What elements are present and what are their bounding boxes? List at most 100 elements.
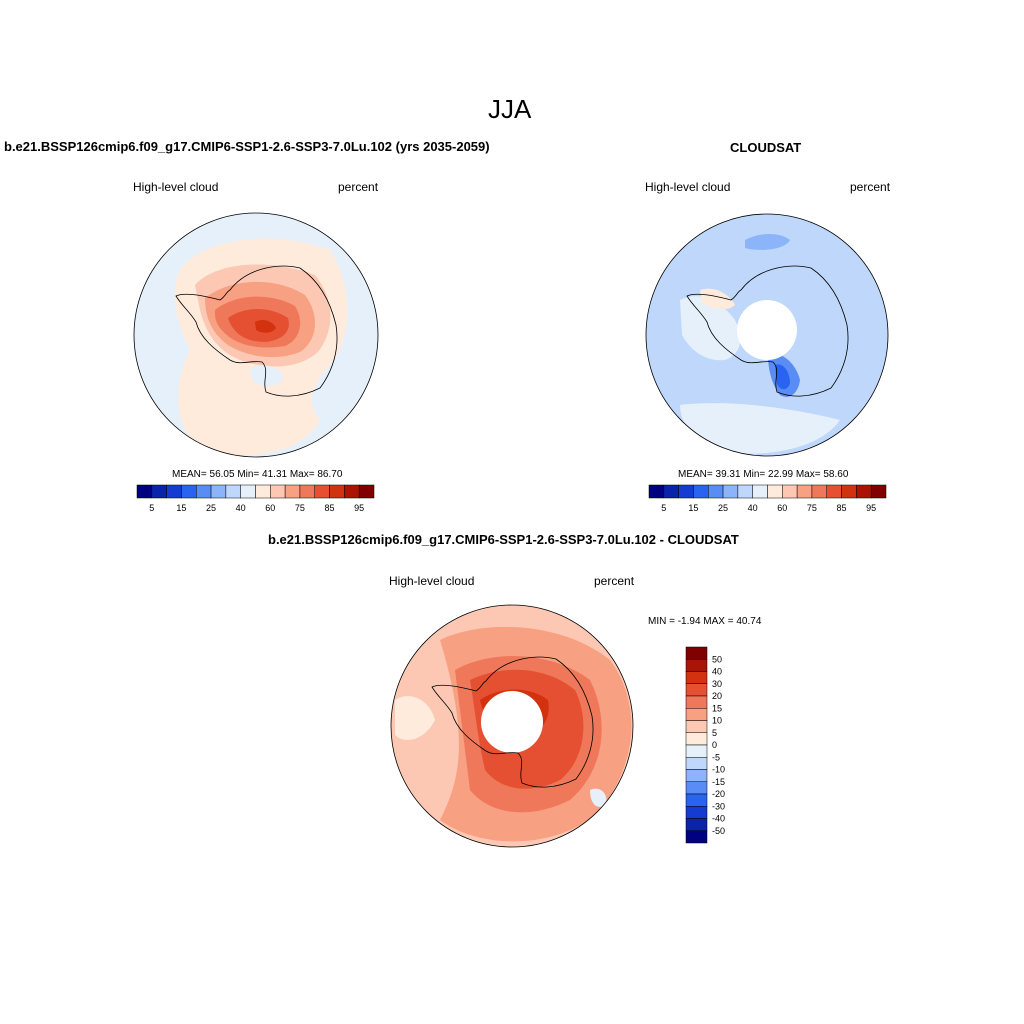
diff-colorbar-box xyxy=(685,744,708,758)
diff-units-label: percent xyxy=(594,574,635,588)
model-colorbar-box xyxy=(225,484,241,499)
obs-colorbar-box xyxy=(811,484,827,499)
obs-map xyxy=(645,213,889,457)
diff-colorbar-box xyxy=(685,818,708,831)
model-map xyxy=(133,212,379,458)
obs-colorbar-tick-label: 75 xyxy=(807,503,817,513)
model-colorbar-tick-label: 40 xyxy=(236,503,246,513)
obs-colorbar-box xyxy=(752,484,768,499)
diff-colorbar-tick-label: 15 xyxy=(712,703,722,713)
obs-colorbar-box xyxy=(693,484,709,499)
diff-colorbar-box xyxy=(685,708,708,721)
model-colorbar-box xyxy=(284,484,301,499)
obs-contour-20 xyxy=(775,364,790,390)
model-colorbar-tick-label: 95 xyxy=(354,503,364,513)
model-colorbar-box xyxy=(196,484,212,499)
obs-contour-50-south xyxy=(680,403,840,454)
obs-units-label: percent xyxy=(850,180,891,194)
diff-stats: MIN = -1.94 MAX = 40.74 xyxy=(648,616,762,627)
model-panel-title: b.e21.BSSP126cmip6.f09_g17.CMIP6-SSP1-2.… xyxy=(4,139,490,154)
model-antarctica-coastline xyxy=(175,265,338,397)
diff-colorbar-box xyxy=(685,830,708,844)
obs-colorbar-tick-label: 5 xyxy=(661,503,666,513)
obs-colorbar-box xyxy=(722,484,739,499)
obs-colorbar-tick-label: 25 xyxy=(718,503,728,513)
diff-colorbar-box xyxy=(685,683,708,697)
obs-colorbar-tick-label: 60 xyxy=(777,503,787,513)
diff-colorbar-box xyxy=(685,793,708,807)
diff-variable-label: High-level cloud xyxy=(389,574,475,588)
diff-colorbar-box xyxy=(685,757,708,770)
diff-colorbar-tick-label: -5 xyxy=(712,752,720,762)
diff-map xyxy=(390,604,634,848)
model-colorbar-box xyxy=(151,484,167,499)
model-colorbar-box xyxy=(136,484,153,499)
model-colorbar-tick-label: 5 xyxy=(149,503,154,513)
model-colorbar-box xyxy=(240,484,256,499)
model-colorbar-box xyxy=(255,484,271,499)
model-colorbar-box xyxy=(314,484,330,499)
obs-colorbar-box xyxy=(737,484,753,499)
diff-colorbar-tick-label: 5 xyxy=(712,728,717,738)
obs-variable-label: High-level cloud xyxy=(645,180,731,194)
diff-colorbar-tick-label: -20 xyxy=(712,789,725,799)
diff-colorbar-box xyxy=(685,695,708,709)
diff-colorbar-tick-label: -50 xyxy=(712,826,725,836)
page-title: JJA xyxy=(488,94,532,124)
diff-colorbar-tick-label: 0 xyxy=(712,740,717,750)
diff-colorbar-tick-label: 20 xyxy=(712,691,722,701)
obs-colorbar-box xyxy=(870,484,887,499)
diff-missing-pole xyxy=(481,691,543,753)
diff-colorbar-tick-label: 50 xyxy=(712,654,722,664)
diff-colorbar-box xyxy=(685,720,708,733)
diff-contour-5-west xyxy=(395,696,435,740)
model-colorbar-tick-label: 25 xyxy=(206,503,216,513)
obs-colorbar-tick-label: 95 xyxy=(866,503,876,513)
diff-colorbar-box xyxy=(685,806,708,819)
obs-colorbar-box xyxy=(841,484,857,499)
diff-contour-0-east xyxy=(590,788,607,807)
obs-colorbar-box xyxy=(648,484,665,499)
diff-colorbar-tick-label: -10 xyxy=(712,765,725,775)
model-colorbar-box xyxy=(181,484,197,499)
obs-missing-pole xyxy=(737,300,797,360)
obs-panel-title: CLOUDSAT xyxy=(730,140,802,155)
obs-colorbar-box xyxy=(826,484,842,499)
obs-map-border xyxy=(645,213,889,457)
obs-contour-60 xyxy=(700,288,735,310)
model-colorbar-tick-label: 15 xyxy=(176,503,186,513)
model-contour-lowest-patch xyxy=(250,365,284,386)
model-variable-label: High-level cloud xyxy=(133,180,219,194)
diff-colorbar-box xyxy=(685,769,708,782)
diff-colorbar-tick-label: 30 xyxy=(712,679,722,689)
obs-colorbar-box xyxy=(708,484,724,499)
diff-colorbar-tick-label: -30 xyxy=(712,801,725,811)
obs-colorbar-box xyxy=(663,484,679,499)
diff-panel-title: b.e21.BSSP126cmip6.f09_g17.CMIP6-SSP1-2.… xyxy=(268,532,739,547)
diff-colorbar-box xyxy=(685,646,708,660)
model-colorbar-box xyxy=(270,484,286,499)
diff-colorbar-box xyxy=(685,781,708,795)
obs-colorbar-box xyxy=(856,484,872,499)
model-contour-90 xyxy=(255,320,276,333)
model-colorbar-box xyxy=(166,484,182,499)
obs-antarctica-coastline xyxy=(686,265,849,397)
model-map-border xyxy=(133,212,379,458)
obs-colorbar-box xyxy=(678,484,694,499)
obs-colorbar-box xyxy=(796,484,813,499)
obs-colorbar-box xyxy=(767,484,783,499)
model-colorbar-box xyxy=(299,484,315,499)
model-colorbar-tick-label: 85 xyxy=(325,503,335,513)
diff-colorbar-tick-label: 10 xyxy=(712,716,722,726)
model-colorbar-box xyxy=(358,484,375,499)
obs-colorbar-box xyxy=(782,484,798,499)
obs-contour-50-west xyxy=(680,296,741,361)
model-colorbar-tick-label: 75 xyxy=(295,503,305,513)
diff-colorbar-tick-label: 40 xyxy=(712,667,722,677)
diff-colorbar-box xyxy=(685,671,708,684)
model-colorbar: 5 15 25 40 60 75 85 95 xyxy=(136,484,375,513)
model-colorbar-box xyxy=(344,484,360,499)
model-stats: MEAN= 56.05 Min= 41.31 Max= 86.70 xyxy=(172,469,343,480)
